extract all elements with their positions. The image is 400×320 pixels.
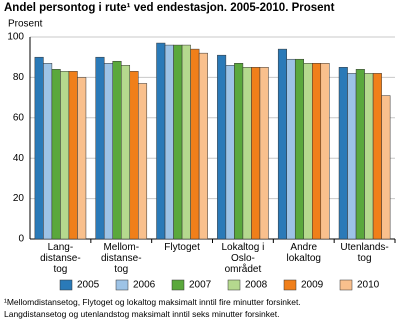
legend-swatch (339, 279, 353, 291)
bar (294, 58, 305, 240)
bar (364, 73, 374, 240)
x-tick-label: Lokaltog i Oslo- området (221, 242, 265, 275)
bar (164, 44, 174, 240)
legend-swatch (283, 279, 297, 291)
bar (242, 67, 252, 240)
bar (286, 58, 296, 240)
footnote: ¹Mellomdistansetog, Flytoget og lokaltog… (4, 297, 301, 307)
bar (156, 42, 166, 240)
x-tick-label: Utenlands- tog (340, 242, 389, 264)
y-tick-label: 0 (18, 234, 24, 245)
bar (225, 65, 235, 240)
chart-title: Andel persontog i rute¹ ved endestasjon.… (4, 2, 335, 14)
bar (43, 63, 53, 240)
bar (251, 67, 261, 240)
bar (51, 69, 61, 240)
legend-label: 2005 (77, 280, 100, 291)
legend-label: 2007 (189, 280, 212, 291)
bar (372, 73, 382, 240)
bar (259, 67, 269, 240)
legend-label: 2006 (133, 280, 156, 291)
bar (190, 48, 200, 240)
bar (355, 69, 365, 240)
bar (95, 56, 105, 240)
bar (68, 71, 78, 240)
y-axis-label: Prosent (8, 19, 43, 30)
bar (303, 63, 313, 240)
bar (217, 54, 227, 240)
x-tick-label: Andre lokaltog (286, 242, 321, 264)
x-tick-label: Flytoget (164, 242, 200, 253)
bar (112, 60, 122, 240)
bar (277, 48, 287, 240)
bar (121, 65, 131, 240)
bar (320, 63, 330, 240)
x-tick-label: Lang- distanse- tog (40, 242, 81, 275)
x-tick-label: Mellom- distanse- tog (100, 242, 142, 275)
legend-swatch (115, 279, 129, 291)
bar (338, 67, 348, 240)
bar (34, 56, 44, 240)
y-tick-label: 60 (13, 112, 25, 123)
bar (312, 63, 322, 240)
y-tick-label: 80 (13, 72, 25, 83)
y-tick-label: 20 (13, 193, 25, 204)
bar (129, 71, 139, 240)
bar (173, 44, 183, 240)
footnote: Langdistansetog og utenlandstog maksimal… (4, 309, 280, 319)
y-tick-label: 40 (13, 153, 25, 164)
bar (198, 52, 208, 240)
bar (347, 73, 357, 240)
bar (234, 63, 244, 240)
bar (77, 77, 87, 240)
legend-label: 2010 (357, 280, 380, 291)
bar (138, 83, 148, 240)
legend-label: 2009 (301, 280, 324, 291)
legend-swatch (227, 279, 241, 291)
bar (60, 71, 70, 240)
legend-swatch (171, 279, 185, 291)
bar (103, 63, 113, 240)
legend-label: 2008 (245, 280, 268, 291)
legend-swatch (59, 279, 73, 291)
bar (181, 44, 191, 240)
bar (381, 95, 391, 240)
y-tick-label: 100 (7, 32, 24, 43)
